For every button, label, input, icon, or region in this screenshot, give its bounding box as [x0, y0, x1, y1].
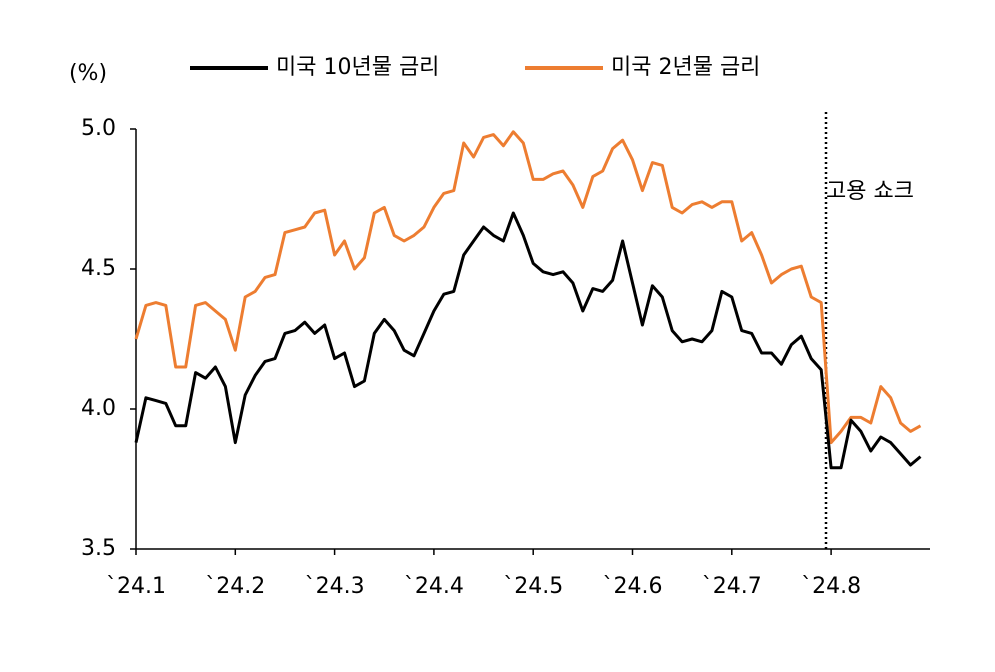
- y-tick-label: 3.5: [81, 536, 116, 561]
- x-tick-label: `24.5: [503, 574, 563, 599]
- legend-label: 미국 10년물 금리: [276, 55, 439, 80]
- y-tick-label: 4.5: [81, 256, 116, 281]
- x-tick-label: `24.3: [305, 574, 365, 599]
- legend-label: 미국 2년물 금리: [611, 55, 760, 80]
- series-line: [134, 130, 922, 445]
- x-tick-label: `24.8: [801, 574, 861, 599]
- series-line: [134, 211, 922, 470]
- y-axis-label: (%): [69, 61, 107, 86]
- x-tick-label: `24.1: [106, 574, 166, 599]
- annotation: 고용 쇼크: [826, 179, 914, 204]
- x-tick-label: `24.6: [603, 574, 663, 599]
- y-tick-label: 5.0: [81, 116, 116, 141]
- x-tick-label: `24.4: [404, 574, 464, 599]
- x-tick-label: `24.2: [205, 574, 265, 599]
- x-tick-label: `24.7: [702, 574, 762, 599]
- y-tick-label: 4.0: [81, 396, 116, 421]
